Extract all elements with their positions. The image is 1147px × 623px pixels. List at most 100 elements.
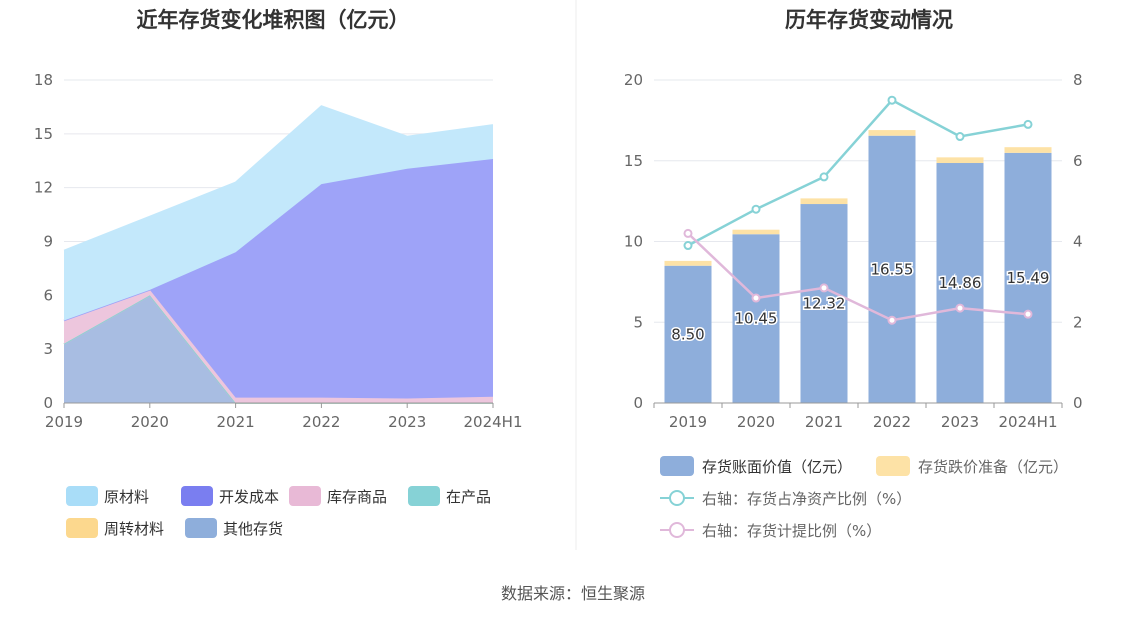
y-tick-label: 3 (43, 340, 53, 358)
bar-impairment (732, 229, 780, 235)
bar-line-chart: 历年存货变动情况 8.50 10.45 12.32 16.55 14.86 15.49 0… (624, 8, 1083, 540)
line-point (887, 95, 897, 105)
legend-swatch (181, 486, 213, 506)
legend-swatch (876, 456, 910, 476)
legend-item[interactable]: 其他存货 (185, 518, 283, 538)
x-tick-label: 2023 (388, 413, 426, 431)
y2-tick-label: 2 (1073, 313, 1083, 331)
legend-label: 库存商品 (327, 488, 387, 506)
y-tick-label: 18 (34, 71, 53, 89)
y-tick-label: 15 (34, 125, 53, 143)
y-tick-label: 20 (624, 71, 643, 89)
legend-swatch (185, 518, 217, 538)
bar-book-value (664, 265, 712, 403)
bar-chart-grid (654, 79, 1062, 323)
legend-swatch (408, 486, 440, 506)
x-tick-label: 2020 (131, 413, 169, 431)
x-tick-label: 2022 (302, 413, 340, 431)
legend-label: 开发成本 (219, 488, 279, 506)
legend-label: 右轴：存货计提比例（%） (702, 522, 881, 540)
line-series-1 (687, 232, 1029, 322)
area-edge-5 (63, 105, 494, 252)
bar-chart-lines (683, 95, 1033, 325)
bar-data-label: 10.45 (735, 310, 778, 328)
legend-item[interactable]: 在产品 (408, 486, 491, 506)
bar-data-label: 12.32 (803, 295, 846, 313)
bar-data-label: 15.49 (1007, 269, 1050, 287)
line-point (751, 204, 761, 214)
area-series-5 (64, 106, 493, 321)
legend-label: 存货跌价准备（亿元） (918, 458, 1068, 476)
bar-data-label: 16.55 (871, 260, 914, 278)
x-tick-label: 2024H1 (999, 413, 1058, 431)
bar-impairment (800, 198, 848, 205)
x-tick-label: 2023 (941, 413, 979, 431)
line-series-0 (687, 98, 1029, 247)
legend-label: 存货账面价值（亿元） (702, 458, 852, 476)
legend-swatch (66, 486, 98, 506)
bar-chart-bars (664, 130, 1052, 403)
legend-item[interactable]: 开发成本 (181, 486, 279, 506)
legend-item[interactable]: 存货账面价值（亿元） (660, 456, 852, 476)
legend-label: 周转材料 (104, 520, 164, 538)
bar-chart-data-labels: 8.50 10.45 12.32 16.55 14.86 15.49 (670, 259, 1051, 345)
bar-impairment (868, 130, 916, 136)
y2-tick-label: 0 (1073, 394, 1083, 412)
line-point (955, 132, 965, 142)
legend-swatch (660, 456, 694, 476)
legend-swatch (66, 518, 98, 538)
legend-item[interactable]: 右轴：存货计提比例（%） (660, 522, 881, 540)
line-point (819, 283, 829, 293)
bar-data-label: 8.50 (671, 325, 704, 343)
bar-impairment (936, 157, 984, 164)
legend-marker (669, 522, 685, 538)
area-series-4 (64, 159, 493, 399)
line-point (819, 172, 829, 182)
legend-item[interactable]: 库存商品 (289, 486, 387, 506)
y-tick-label: 10 (624, 233, 643, 251)
legend-label: 在产品 (446, 488, 491, 506)
area-chart-axes: 0 3 6 9 12 15 18 2019 2020 2021 2022 2023 2024H1 (34, 71, 523, 431)
line-point (683, 241, 693, 251)
legend-marker (669, 490, 685, 506)
x-tick-label: 2021 (217, 413, 255, 431)
bar-chart-legend[interactable]: 存货账面价值（亿元） 存货跌价准备（亿元） 右轴：存货占净资产比例（%） 右轴：存货计… (660, 456, 1068, 540)
legend-label: 右轴：存货占净资产比例（%） (702, 490, 911, 508)
area-chart-series (63, 105, 494, 404)
line-point (1023, 119, 1033, 129)
area-series-3 (64, 289, 493, 403)
y-tick-label: 9 (43, 233, 53, 251)
bar-book-value (936, 163, 984, 403)
bar-data-label: 14.86 (939, 274, 982, 292)
area-chart-title: 近年存货变化堆积图（亿元） (137, 8, 410, 32)
legend-item[interactable]: 存货跌价准备（亿元） (876, 456, 1068, 476)
x-tick-label: 2022 (873, 413, 911, 431)
x-tick-label: 2020 (737, 413, 775, 431)
y-tick-label: 12 (34, 179, 53, 197)
legend-item[interactable]: 原材料 (66, 486, 149, 506)
area-series-0 (64, 295, 493, 403)
y2-tick-label: 4 (1073, 233, 1083, 251)
bar-chart-title: 历年存货变动情况 (785, 8, 953, 32)
bar-book-value (800, 204, 848, 403)
x-tick-label: 2019 (45, 413, 83, 431)
area-chart: 近年存货变化堆积图（亿元） 0 3 6 9 12 15 18 2019 2020 2021 2022… (34, 8, 523, 538)
y2-tick-label: 8 (1073, 71, 1083, 89)
legend-item[interactable]: 周转材料 (66, 518, 164, 538)
line-point (751, 293, 761, 303)
line-point (1023, 309, 1033, 319)
y-tick-label: 6 (43, 286, 53, 304)
legend-item[interactable]: 右轴：存货占净资产比例（%） (660, 490, 911, 508)
bar-book-value (1004, 152, 1052, 403)
x-tick-label: 2019 (669, 413, 707, 431)
y-tick-label: 5 (633, 313, 643, 331)
source-note: 数据来源：恒生聚源 (501, 584, 645, 603)
bar-chart-axes: 0 5 10 15 20 0 2 4 6 8 2019 2020 2021 2022 2023 2024H1 (624, 71, 1083, 431)
y2-tick-label: 6 (1073, 152, 1083, 170)
line-point (955, 303, 965, 313)
line-point (683, 228, 693, 238)
bar-impairment (1004, 147, 1052, 153)
